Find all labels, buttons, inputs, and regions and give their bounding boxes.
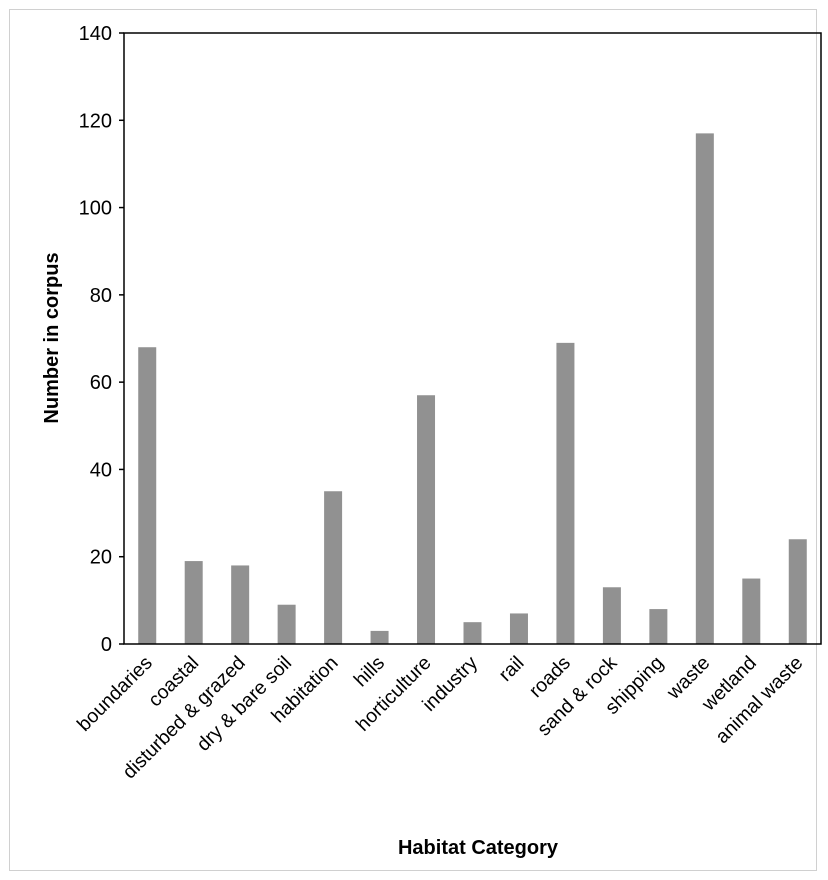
bar-sand-rock [602,587,621,644]
bar-disturbed-grazed [231,565,250,644]
bar-rail [509,613,528,644]
y-tick-label: 20 [90,547,112,569]
bar-habitation [324,491,343,644]
bar-coastal [184,561,203,644]
bar-horticulture [417,395,436,644]
bar-wetland [742,578,761,644]
y-tick-label: 100 [79,198,112,220]
y-tick-label: 40 [90,459,112,481]
x-axis-title: Habitat Category [398,837,559,859]
bar-industry [463,622,482,644]
y-tick-label: 0 [101,634,112,656]
plot-area-border [123,32,822,645]
y-axis-ticks: 0 20 40 60 80 100 120 140 [79,23,124,656]
y-tick-label: 60 [90,372,112,394]
y-axis-title: Number in corpus [41,252,63,423]
x-tick-label: boundaries [73,652,157,736]
x-tick-label: rail [495,652,529,686]
bar-hills [370,630,389,644]
y-tick-label: 140 [79,23,112,45]
bar-shipping [649,609,668,644]
bars-group [138,133,807,644]
bar-waste [695,133,714,644]
y-tick-label: 120 [79,110,112,132]
bar-dry-bare-soil [277,604,296,644]
x-tick-label: hills [350,652,389,691]
bar-animal-waste [788,539,807,644]
bar-roads [556,342,575,644]
bar-boundaries [138,347,157,644]
y-tick-label: 80 [90,285,112,307]
